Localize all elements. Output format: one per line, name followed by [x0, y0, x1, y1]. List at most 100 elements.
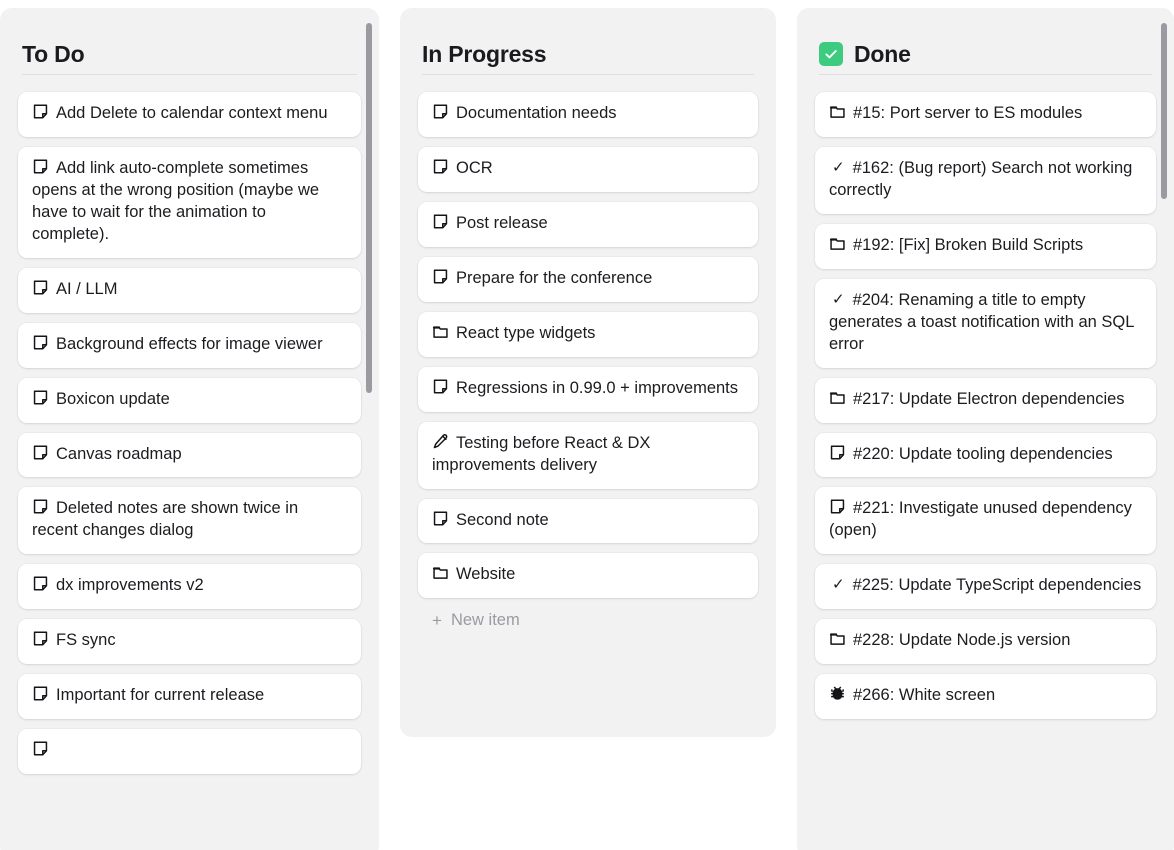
- card-title: Documentation needs: [456, 104, 617, 122]
- note-icon: [432, 158, 449, 175]
- column-done: Done #15: Port server to ES modules ✓ #162:…: [797, 8, 1174, 850]
- plus-icon: +: [432, 611, 442, 631]
- folder-icon: [829, 103, 846, 120]
- card-title: #204: Renaming a title to empty generate…: [829, 290, 1134, 353]
- card[interactable]: dx improvements v2: [18, 564, 361, 610]
- card[interactable]: ✓ #162: (Bug report) Search not working c…: [815, 146, 1156, 214]
- card[interactable]: Boxicon update: [18, 377, 361, 423]
- card-title: #162: (Bug report) Search not working co…: [829, 158, 1133, 199]
- green-check-badge-icon: [819, 42, 843, 66]
- column-inner: To Do Add Delete to calendar context menu…: [0, 8, 379, 850]
- note-icon: [32, 575, 49, 592]
- card-title: Prepare for the conference: [456, 268, 653, 287]
- folder-icon: [829, 235, 846, 252]
- new-item-label: New item: [450, 611, 520, 630]
- note-icon: [432, 268, 449, 285]
- column-title: In Progress: [422, 40, 547, 67]
- column-title: Done: [854, 40, 911, 67]
- note-icon: [432, 510, 449, 527]
- card-list: Documentation needs OCR Post release Prepar…: [416, 92, 760, 599]
- card-title: Deleted notes are shown twice in recent …: [32, 499, 299, 540]
- column-divider: [422, 74, 754, 75]
- card-title: Testing before React & DX improvements d…: [432, 433, 651, 474]
- column-inner: In Progress Documentation needs OCR Post re…: [400, 8, 776, 737]
- card[interactable]: Important for current release: [18, 674, 361, 720]
- card-title: Add link auto-complete sometimes opens a…: [32, 158, 320, 243]
- note-icon: [32, 740, 49, 757]
- card[interactable]: Background effects for image viewer: [18, 322, 361, 368]
- note-icon: [32, 685, 49, 702]
- card[interactable]: Documentation needs: [418, 92, 758, 137]
- card[interactable]: Add link auto-complete sometimes opens a…: [18, 146, 361, 258]
- card[interactable]: Post release: [418, 201, 758, 247]
- vertical-scrollbar-thumb[interactable]: [366, 23, 372, 393]
- card[interactable]: ✓ #204: Renaming a title to empty generat…: [815, 278, 1156, 368]
- card-title: dx improvements v2: [56, 576, 204, 595]
- card[interactable]: [18, 729, 361, 775]
- note-icon: [32, 334, 49, 351]
- card-title: AI / LLM: [56, 279, 118, 298]
- card[interactable]: AI / LLM: [18, 267, 361, 313]
- note-icon: [32, 158, 49, 175]
- pencil-icon: [432, 433, 449, 450]
- folder-icon: [432, 564, 449, 581]
- column-divider: [819, 74, 1152, 75]
- card-title: Regressions in 0.99.0 + improvements: [456, 378, 739, 397]
- card-title: Website: [456, 565, 516, 584]
- column-divider: [22, 74, 357, 75]
- card[interactable]: #266: White screen: [815, 674, 1156, 720]
- new-item-button[interactable]: + New item: [416, 598, 760, 630]
- note-icon: [32, 103, 49, 120]
- card[interactable]: #15: Port server to ES modules: [815, 92, 1156, 137]
- card[interactable]: Canvas roadmap: [18, 432, 361, 478]
- card-title: OCR: [456, 158, 493, 177]
- card[interactable]: Website: [418, 553, 758, 599]
- note-icon: [432, 378, 449, 395]
- card[interactable]: #217: Update Electron dependencies: [815, 377, 1156, 423]
- card-title: Canvas roadmap: [56, 444, 182, 463]
- card-title: Second note: [456, 510, 549, 529]
- note-icon: [32, 279, 49, 296]
- card-title: Background effects for image viewer: [56, 334, 323, 353]
- card-title: Boxicon update: [56, 389, 170, 408]
- card[interactable]: #192: [Fix] Broken Build Scripts: [815, 223, 1156, 269]
- card[interactable]: Prepare for the conference: [418, 256, 758, 302]
- card[interactable]: Regressions in 0.99.0 + improvements: [418, 366, 758, 412]
- card-list: Add Delete to calendar context menu Add l…: [16, 92, 363, 775]
- card[interactable]: #221: Investigate unused dependency (ope…: [815, 487, 1156, 555]
- check-icon: ✓: [832, 158, 845, 176]
- card-title: #225: Update TypeScript dependencies: [852, 576, 1142, 595]
- bug-icon: [829, 685, 846, 702]
- card[interactable]: Second note: [418, 498, 758, 544]
- card[interactable]: #220: Update tooling dependencies: [815, 432, 1156, 478]
- card-title: #266: White screen: [853, 686, 996, 705]
- card-title: #220: Update tooling dependencies: [853, 444, 1113, 463]
- column-title: To Do: [22, 40, 85, 67]
- card-list: #15: Port server to ES modules ✓ #162: (Bu…: [813, 92, 1158, 720]
- column-todo: To Do Add Delete to calendar context menu…: [0, 8, 379, 850]
- folder-icon: [829, 389, 846, 406]
- card[interactable]: Testing before React & DX improvements d…: [418, 421, 758, 489]
- card-title: Post release: [456, 213, 548, 232]
- card[interactable]: OCR: [418, 146, 758, 192]
- card[interactable]: FS sync: [18, 619, 361, 665]
- column-header: To Do: [16, 8, 363, 74]
- column-inprogress: In Progress Documentation needs OCR Post re…: [400, 8, 776, 737]
- note-icon: [829, 444, 846, 461]
- folder-icon: [432, 323, 449, 340]
- column-header: Done: [813, 8, 1158, 74]
- card[interactable]: Add Delete to calendar context menu: [18, 92, 361, 137]
- card-title: #15: Port server to ES modules: [853, 104, 1083, 122]
- card[interactable]: ✓ #225: Update TypeScript dependencies: [815, 564, 1156, 610]
- card[interactable]: Deleted notes are shown twice in recent …: [18, 487, 361, 555]
- card-title: #221: Investigate unused dependency (ope…: [829, 499, 1132, 540]
- note-icon: [432, 103, 449, 120]
- note-icon: [432, 213, 449, 230]
- note-icon: [32, 630, 49, 647]
- card-title: Add Delete to calendar context menu: [56, 104, 328, 122]
- card[interactable]: React type widgets: [418, 311, 758, 357]
- check-icon: ✓: [832, 290, 845, 308]
- vertical-scrollbar-thumb[interactable]: [1161, 23, 1167, 199]
- note-icon: [829, 498, 846, 515]
- card[interactable]: #228: Update Node.js version: [815, 619, 1156, 665]
